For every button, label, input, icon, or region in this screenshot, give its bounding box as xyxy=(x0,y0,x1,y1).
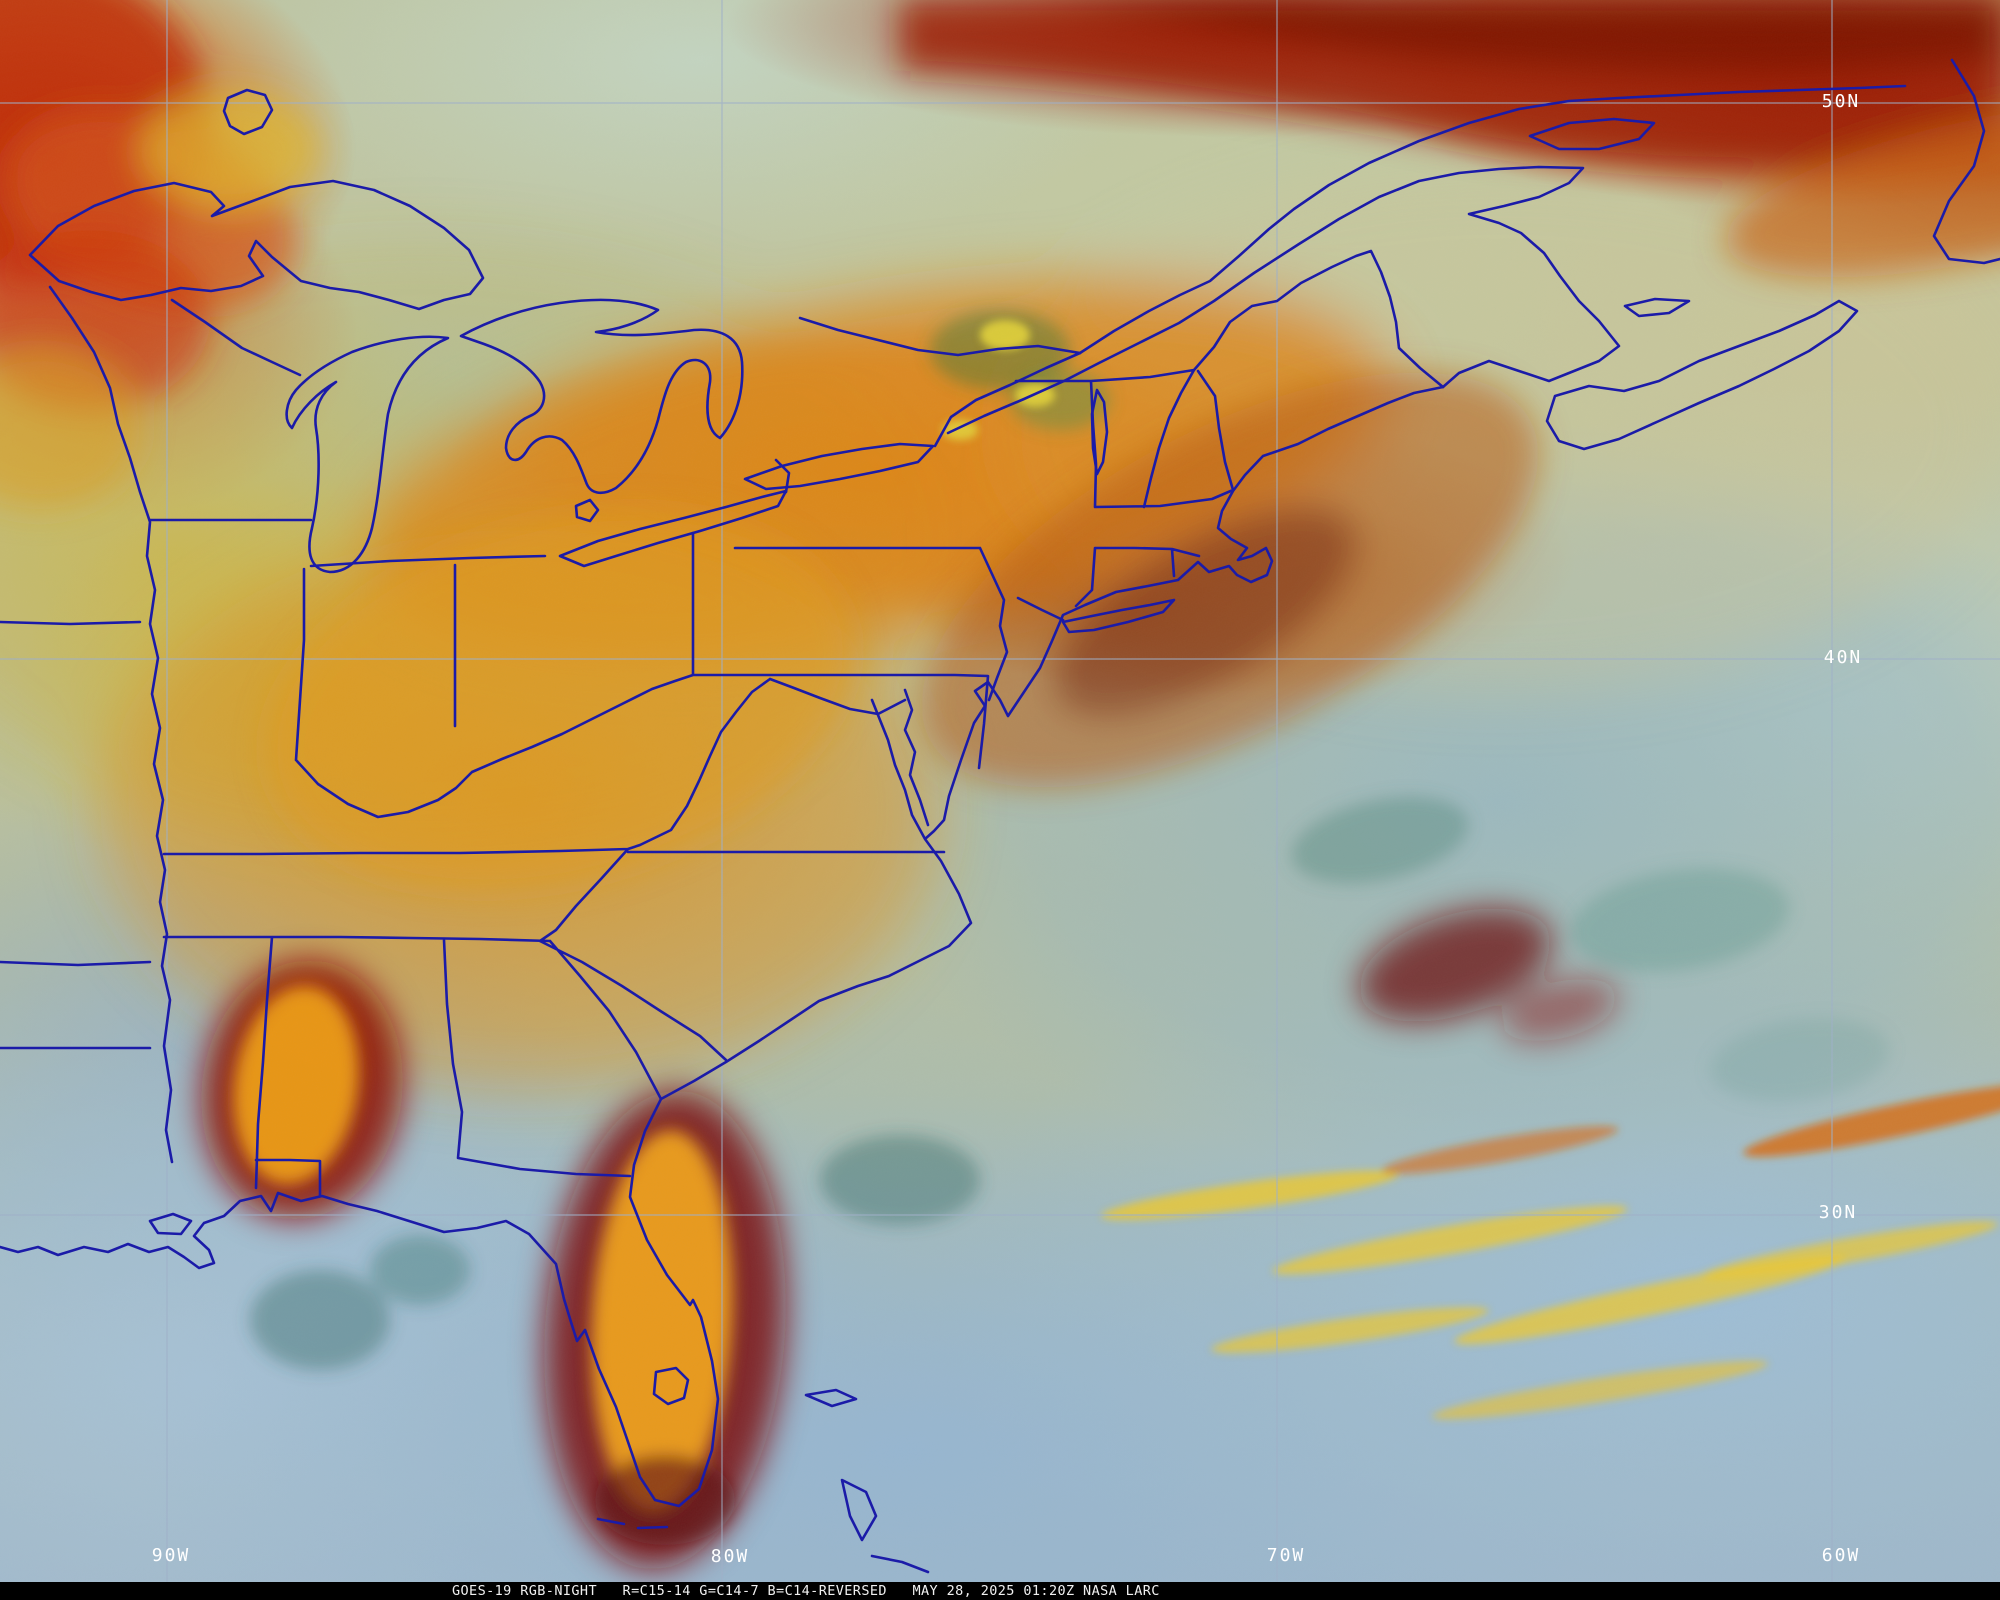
longitude-label-60w: 60W xyxy=(1821,1545,1861,1566)
great-lakes-outline xyxy=(28,88,1109,1406)
longitude-label-90w: 90W xyxy=(151,1545,191,1566)
atlantic-gulf-coastline xyxy=(0,385,1445,1508)
caption-text: GOES-19 RGB-NIGHT R=C15-14 G=C14-7 B=C14… xyxy=(452,1583,1160,1599)
state-borders xyxy=(0,249,1445,1198)
longitude-label-80w: 80W xyxy=(710,1546,750,1567)
canada-coast-and-st-lawrence xyxy=(933,58,2000,451)
longitude-label-70w: 70W xyxy=(1266,1545,1306,1566)
caption-bar: GOES-19 RGB-NIGHT R=C15-14 G=C14-7 B=C14… xyxy=(0,1582,2000,1600)
latitude-label-40n: 40N xyxy=(1823,647,1863,668)
latitude-label-50n: 50N xyxy=(1821,91,1861,112)
latitude-label-30n: 30N xyxy=(1818,1202,1858,1223)
map-boundaries xyxy=(0,58,2000,1574)
islands-outline xyxy=(596,598,1176,1574)
